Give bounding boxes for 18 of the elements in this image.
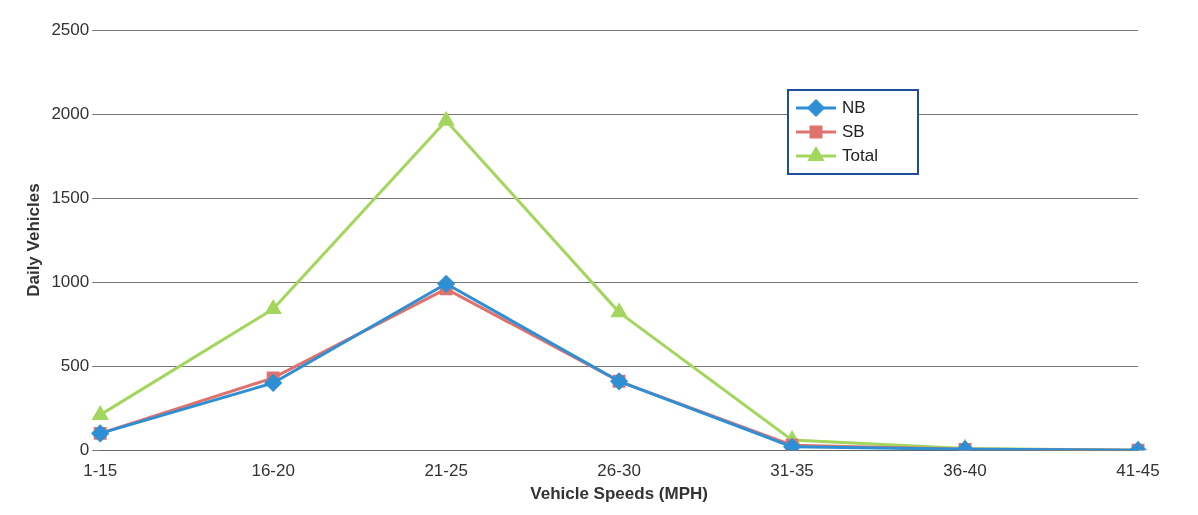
- x-tick-label: 1-15: [83, 461, 118, 481]
- legend-label: SB: [842, 121, 865, 141]
- y-axis-title: Daily Vehicles: [23, 183, 43, 297]
- y-tick-label: 2500: [51, 19, 90, 39]
- x-tick-label: 21-25: [424, 461, 468, 481]
- x-axis-title: Vehicle Speeds (MPH): [530, 484, 708, 504]
- legend-label: NB: [842, 97, 866, 117]
- y-tick-label: 0: [79, 439, 90, 459]
- x-tick-label: 31-35: [770, 461, 814, 481]
- y-tick-label: 1000: [51, 271, 90, 291]
- y-tick-label: 500: [60, 355, 90, 375]
- y-tick-label: 2000: [51, 103, 90, 123]
- x-tick-label: 41-45: [1116, 461, 1160, 481]
- x-tick-label: 16-20: [251, 461, 295, 481]
- y-tick-label: 1500: [51, 187, 90, 207]
- legend-label: Total: [842, 145, 878, 165]
- x-tick-label: 26-30: [597, 461, 641, 481]
- x-tick-label: 36-40: [943, 461, 987, 481]
